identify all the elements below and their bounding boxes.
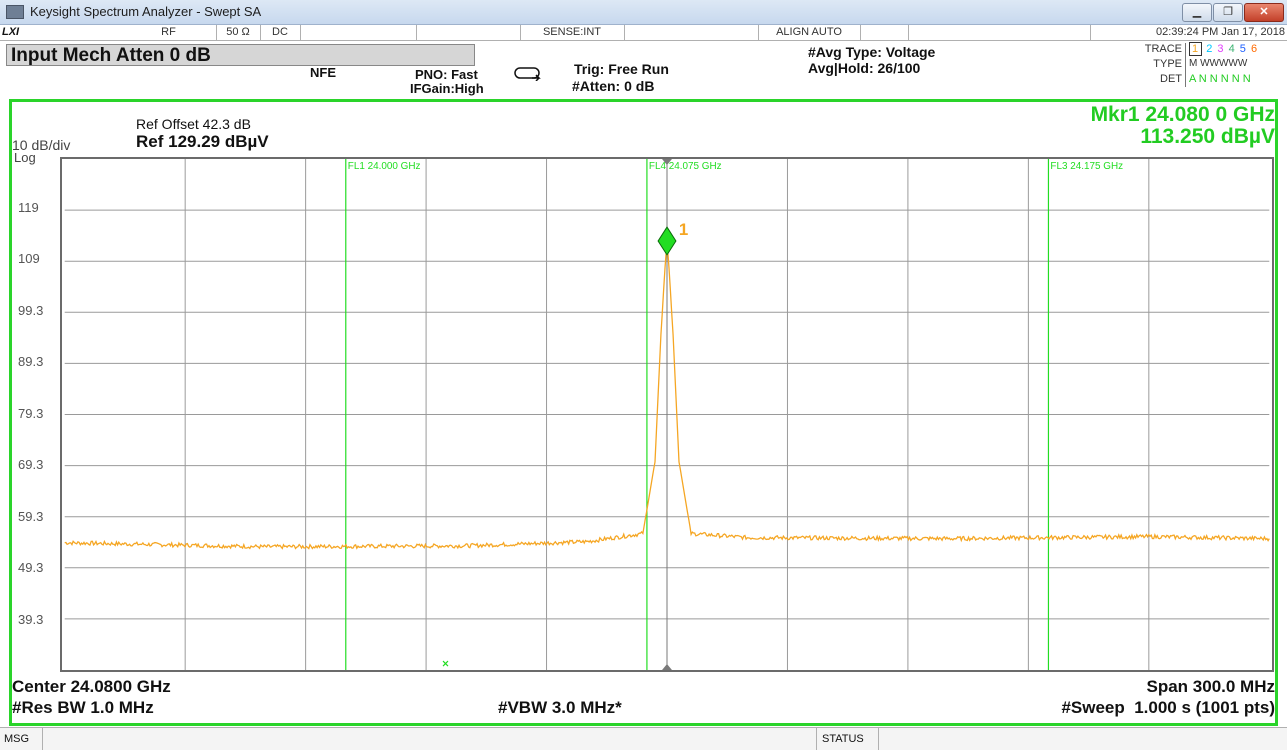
trace-detectors: A N N N N N (1189, 73, 1251, 85)
avg-type: #Avg Type: Voltage (808, 44, 936, 60)
marker-1-label: 1 (679, 220, 688, 239)
coupling-indicator: DC (260, 25, 301, 40)
atten-setting: #Atten: 0 dB (572, 78, 655, 94)
freq-line-label-2: FL4 24.075 GHz (649, 161, 722, 172)
avg-hold: Avg|Hold: 26/100 (808, 60, 921, 76)
datetime: 02:39:24 PM Jan 17, 2018 (1155, 26, 1285, 38)
ref-level: Ref 129.29 dBµV (136, 132, 269, 151)
trace-box: 1 2 3 4 5 6 M WWWWW A N N N N N (1185, 42, 1284, 87)
window-titlebar: Keysight Spectrum Analyzer - Swept SA ▁ … (0, 0, 1287, 25)
ifgain-setting: IFGain:High (410, 81, 484, 96)
message-bar: MSG STATUS (0, 727, 1287, 750)
y-tick-label: 99.3 (18, 302, 44, 318)
center-top-tick (662, 159, 672, 165)
y-tick-label: 89.3 (18, 354, 44, 369)
app-icon (6, 5, 24, 19)
close-button[interactable]: ✕ (1244, 3, 1284, 22)
scale-per-div: 10 dB/div (12, 137, 71, 153)
log-scale: Log (14, 150, 36, 165)
settings-header: Input Mech Atten 0 dB NFE PNO: Fast IFGa… (0, 41, 1287, 99)
trace-numbers[interactable]: 1 2 3 4 5 6 (1189, 42, 1259, 56)
sense-indicator: SENSE:INT (520, 25, 625, 40)
trace-1[interactable]: 1 (1189, 42, 1203, 56)
align-indicator: ALIGN AUTO (758, 25, 861, 40)
free-run-icon (514, 67, 541, 81)
y-tick-label: 119 (18, 199, 39, 215)
mech-atten-banner: Input Mech Atten 0 dB (6, 44, 475, 66)
trace-3[interactable]: 3 (1217, 43, 1225, 55)
trace-5[interactable]: 5 (1239, 43, 1247, 55)
marker-1-diamond (657, 226, 677, 256)
y-tick-label: 59.3 (18, 508, 44, 524)
y-tick-label: 79.3 (18, 405, 44, 421)
lxi-logo: LXI (2, 26, 20, 38)
trace-types: M WWWWW (1189, 58, 1248, 69)
maximize-button[interactable]: ❐ (1213, 3, 1243, 22)
msg-label: MSG (4, 733, 30, 745)
center-bottom-tick (662, 664, 672, 670)
center-frequency: Center 24.0800 GHz (12, 677, 171, 696)
rf-input-indicator: RF (121, 25, 217, 40)
nfe-indicator: NFE (310, 65, 336, 80)
freq-line-label-1: FL1 24.000 GHz (348, 161, 421, 172)
type-label: TYPE (1153, 58, 1182, 70)
pno-setting: PNO: Fast (415, 67, 478, 82)
window-title: Keysight Spectrum Analyzer - Swept SA (30, 4, 262, 19)
marker-frequency: Mkr1 24.080 0 GHz (1090, 103, 1275, 126)
trace-6[interactable]: 6 (1250, 43, 1259, 55)
freq-line-label-3: FL3 24.175 GHz (1050, 161, 1123, 172)
resolution-bandwidth: #Res BW 1.0 MHz (12, 698, 154, 717)
status-label: STATUS (822, 733, 864, 745)
trace-label: TRACE (1144, 43, 1182, 55)
ref-offset: Ref Offset 42.3 dB (136, 116, 251, 132)
y-tick-label: 109 (18, 251, 40, 266)
y-tick-label: 69.3 (18, 457, 44, 472)
y-tick-label: 49.3 (18, 560, 44, 575)
trace-4[interactable]: 4 (1228, 43, 1236, 55)
marker-amplitude: 113.250 dBµV (1140, 125, 1275, 148)
sweep-time: #Sweep 1.000 s (1001 pts) (1061, 698, 1275, 717)
y-tick-label: 39.3 (18, 611, 44, 627)
impedance-indicator: 50 Ω (216, 25, 261, 40)
instrument-status-row: LXI RF 50 Ω DC SENSE:INT ALIGN AUTO 02:3… (0, 25, 1287, 41)
plot-frame (9, 99, 1278, 726)
det-label: DET (1160, 73, 1182, 85)
video-bandwidth: #VBW 3.0 MHz* (498, 698, 622, 717)
trace-2[interactable]: 2 (1206, 43, 1214, 55)
bottom-x-mark (442, 660, 449, 667)
spectrum-plot[interactable]: FL1 24.000 GHz FL4 24.075 GHz FL3 24.175 G… (60, 157, 1274, 672)
minimize-button[interactable]: ▁ (1182, 3, 1212, 22)
span: Span 300.0 MHz (1146, 677, 1276, 696)
trigger-setting: Trig: Free Run (574, 61, 669, 77)
